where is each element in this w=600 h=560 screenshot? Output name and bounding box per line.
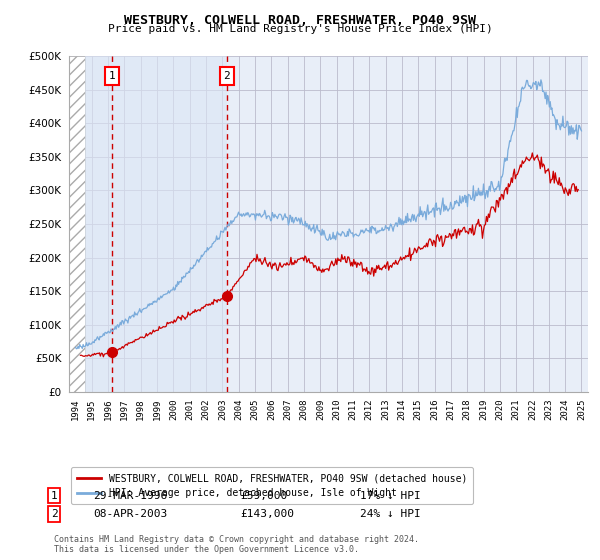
Text: 1: 1: [50, 491, 58, 501]
Text: 24% ↓ HPI: 24% ↓ HPI: [360, 509, 421, 519]
Bar: [69, 56, 85, 392]
Text: £59,000: £59,000: [240, 491, 287, 501]
Text: Contains HM Land Registry data © Crown copyright and database right 2024.
This d: Contains HM Land Registry data © Crown c…: [54, 535, 419, 554]
Legend: WESTBURY, COLWELL ROAD, FRESHWATER, PO40 9SW (detached house), HPI: Average pric: WESTBURY, COLWELL ROAD, FRESHWATER, PO40…: [71, 468, 473, 504]
Text: £143,000: £143,000: [240, 509, 294, 519]
Text: Price paid vs. HM Land Registry's House Price Index (HPI): Price paid vs. HM Land Registry's House …: [107, 24, 493, 34]
Text: 08-APR-2003: 08-APR-2003: [93, 509, 167, 519]
Text: WESTBURY, COLWELL ROAD, FRESHWATER, PO40 9SW: WESTBURY, COLWELL ROAD, FRESHWATER, PO40…: [124, 14, 476, 27]
Text: 2: 2: [223, 71, 230, 81]
Text: 29-MAR-1996: 29-MAR-1996: [93, 491, 167, 501]
Bar: [85, 56, 227, 392]
Text: 2: 2: [50, 509, 58, 519]
Text: 1: 1: [109, 71, 115, 81]
Text: 17% ↓ HPI: 17% ↓ HPI: [360, 491, 421, 501]
